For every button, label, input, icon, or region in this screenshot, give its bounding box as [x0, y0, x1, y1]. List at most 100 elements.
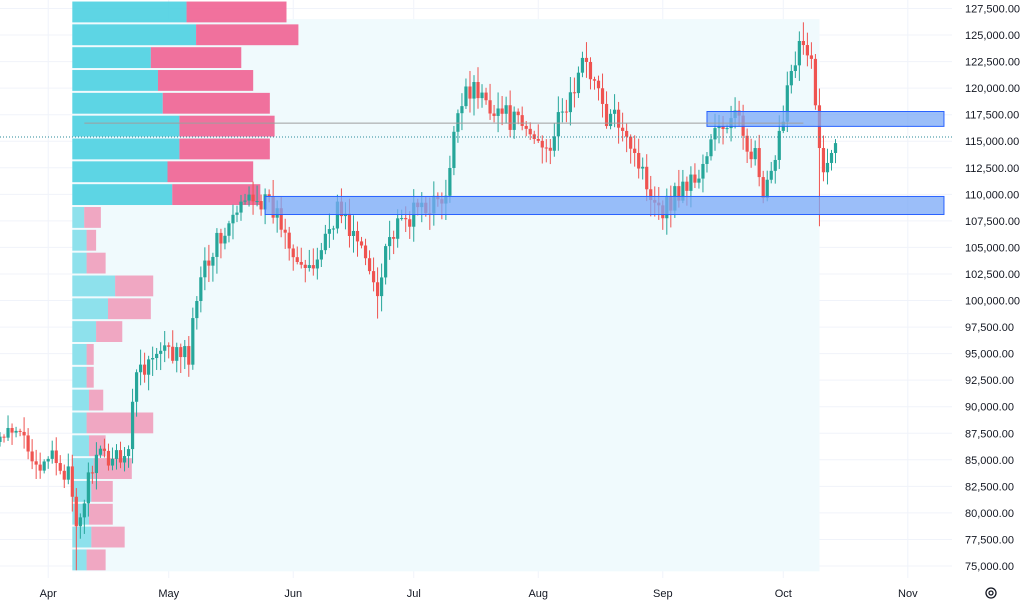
candle-body: [30, 451, 34, 462]
y-tick-label: 102,500.00: [965, 269, 1020, 281]
x-tick-label: Jun: [284, 588, 302, 600]
x-tick-label: Sep: [653, 588, 673, 600]
candle-body: [247, 194, 251, 201]
y-tick-label: 115,000.00: [965, 136, 1019, 148]
profile-bar-down: [167, 161, 254, 183]
candle-body: [564, 111, 568, 113]
profile-bar-down: [162, 92, 270, 114]
profile-bar-down: [86, 252, 106, 274]
candle-body: [833, 143, 838, 153]
y-tick-label: 125,000.00: [965, 30, 1020, 42]
candle-body: [621, 127, 625, 131]
candle-body: [536, 138, 540, 141]
candle-body: [26, 435, 30, 452]
candle-body: [183, 346, 187, 358]
candle-body: [187, 346, 191, 365]
candle-body: [203, 260, 207, 278]
x-tick-label: Aug: [528, 588, 548, 600]
candle-body: [98, 448, 103, 455]
candle-body: [171, 346, 175, 361]
profile-bar-up: [72, 1, 187, 23]
candle-body: [460, 106, 464, 114]
y-tick-label: 117,500.00: [965, 110, 1019, 122]
candle-body: [685, 181, 689, 191]
candle-body: [307, 265, 311, 268]
candle-body: [777, 130, 781, 160]
profile-bar-up: [72, 389, 89, 411]
candle-body: [46, 458, 50, 462]
candle-body: [235, 212, 239, 215]
candle-body: [315, 259, 319, 269]
candle-body: [335, 201, 340, 229]
candle-body: [693, 174, 697, 183]
candle-body: [484, 92, 488, 101]
candle-body: [10, 427, 14, 433]
candle-body: [757, 148, 761, 178]
candle-body: [118, 450, 123, 463]
y-tick-label: 122,500.00: [965, 57, 1020, 69]
candle-body: [82, 503, 86, 518]
candle-body: [721, 126, 725, 129]
y-tick-label: 107,500.00: [965, 216, 1020, 228]
candle-body: [50, 450, 54, 459]
y-tick-label: 85,000.00: [965, 455, 1014, 467]
candle-body: [319, 250, 323, 260]
candle-body: [110, 458, 115, 466]
candle-body: [179, 347, 183, 358]
profile-bar-up: [72, 47, 151, 69]
y-tick-label: 92,500.00: [965, 375, 1014, 387]
y-tick-label: 75,000.00: [965, 561, 1014, 573]
candle-body: [709, 139, 713, 157]
candle-body: [163, 345, 167, 351]
profile-bar-down: [179, 138, 270, 160]
candle-body: [512, 111, 516, 130]
candle-body: [560, 111, 564, 113]
candle-body: [681, 181, 685, 201]
profile-bar-up: [72, 458, 94, 479]
y-tick-label: 100,000.00: [965, 296, 1020, 308]
candle-body: [576, 72, 581, 94]
candle-body: [572, 92, 577, 94]
candle-body: [629, 136, 633, 149]
candle-body: [641, 166, 645, 169]
candle-body: [94, 454, 99, 474]
candle-body: [713, 128, 717, 140]
x-tick-label: Apr: [40, 588, 57, 600]
candle-body: [821, 148, 826, 173]
profile-bar-up: [72, 92, 163, 114]
profile-bar-up: [72, 321, 97, 342]
candle-body: [496, 108, 500, 116]
candle-body: [191, 318, 195, 365]
profile-bar-down: [86, 344, 94, 365]
candle-body: [151, 358, 155, 360]
candle-body: [6, 427, 10, 438]
candle-body: [761, 177, 765, 198]
zone-box: [264, 195, 945, 216]
gear-icon: [985, 587, 997, 599]
candle-body: [347, 213, 352, 237]
profile-bar-up: [72, 412, 87, 434]
candle-body: [259, 201, 263, 210]
candle-body: [143, 364, 147, 375]
profile-bar-down: [150, 47, 242, 69]
settings-button[interactable]: [982, 584, 1000, 602]
candle-body: [408, 219, 412, 227]
profile-bar-down: [96, 321, 123, 342]
candle-body: [355, 230, 360, 242]
candle-body: [608, 113, 613, 127]
x-tick-label: Nov: [898, 588, 918, 600]
profile-bar-down: [172, 184, 261, 206]
candle-body: [773, 159, 777, 171]
y-axis: 75,000.00 77,500.00 80,000.00 82,500.00 85,0…: [965, 4, 1020, 574]
profile-bar-down: [88, 389, 104, 411]
candle-body: [207, 260, 211, 266]
candle-body: [476, 82, 480, 99]
candle-body: [371, 271, 376, 283]
candle-body: [456, 113, 460, 132]
candle-body: [34, 461, 38, 465]
candle-body: [327, 229, 331, 234]
profile-bar-up: [72, 252, 87, 274]
zone-box: [706, 111, 945, 127]
candle-body: [0, 436, 2, 442]
